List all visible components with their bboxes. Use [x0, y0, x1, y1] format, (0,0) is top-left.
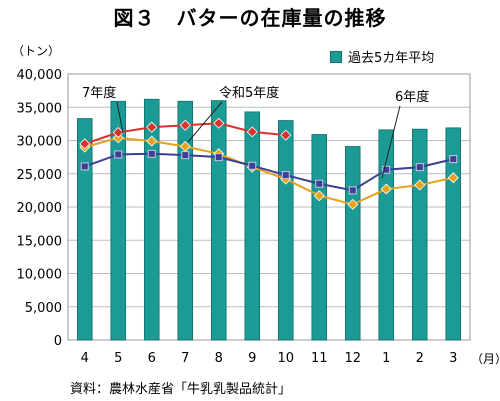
series-line [84, 136, 454, 206]
legend-swatch [330, 50, 342, 63]
x-tick-label: 9 [248, 351, 256, 366]
source-note: 資料：農林水産省「牛乳乳製品統計」 [70, 382, 292, 397]
bar [378, 129, 395, 341]
annotation-label: 6年度 [395, 89, 429, 105]
data-point [347, 198, 359, 210]
data-point [315, 179, 324, 188]
legend: 過去5カ年平均 [330, 47, 434, 66]
annotation-label: 令和5年度 [219, 85, 279, 101]
bar [76, 118, 93, 341]
annotation-leader [116, 101, 124, 134]
annotation-leader [187, 101, 223, 143]
data-point [147, 149, 156, 158]
bar [244, 111, 261, 341]
data-point [447, 172, 459, 184]
x-tick-label: 11 [311, 351, 328, 366]
data-point [414, 179, 426, 191]
x-tick-label: 2 [416, 351, 424, 366]
annotation-leader [381, 105, 401, 179]
data-point [179, 119, 191, 131]
data-point [248, 161, 257, 170]
x-tick-label: 6 [148, 351, 156, 366]
y-tick-label: 10,000 [17, 268, 63, 283]
data-point [179, 140, 191, 153]
y-tick-label: 15,000 [17, 234, 63, 249]
data-point [146, 121, 158, 133]
bar [311, 134, 328, 341]
x-axis-unit: （月） [471, 352, 500, 366]
y-tick-label: 40,000 [17, 68, 63, 83]
data-point [79, 138, 91, 150]
chart-title: 図３ バターの在庫量の推移 [113, 6, 387, 30]
x-tick-label: 10 [277, 351, 294, 366]
data-point [449, 155, 458, 164]
y-tick-label: 35,000 [17, 101, 63, 116]
data-point [380, 183, 392, 195]
x-tick-label: 1 [382, 351, 390, 366]
x-tick-label: 4 [81, 351, 89, 366]
bar [344, 146, 361, 341]
bar [143, 98, 160, 341]
data-point [280, 129, 292, 141]
y-tick-label: 25,000 [17, 168, 63, 183]
data-point [181, 151, 190, 160]
y-tick-label: 20,000 [17, 201, 63, 216]
data-point [80, 162, 89, 171]
y-axis-unit: （トン） [12, 44, 61, 58]
bar [411, 128, 428, 341]
x-tick-label: 8 [215, 351, 223, 366]
data-point [112, 127, 124, 139]
data-point [382, 165, 391, 174]
x-tick-label: 5 [114, 351, 122, 366]
data-point [313, 190, 325, 202]
data-point [146, 135, 158, 147]
plot-frame [67, 73, 471, 341]
legend-label: 過去5カ年平均 [348, 51, 435, 66]
bar [445, 127, 462, 341]
data-point [348, 186, 357, 195]
y-tick-label: 0 [54, 334, 62, 349]
annotation-label: 7年度 [82, 85, 116, 101]
data-point [415, 163, 424, 172]
data-point [246, 126, 258, 138]
bar [210, 100, 227, 341]
data-point [214, 153, 223, 162]
series-line [84, 152, 454, 192]
x-tick-label: 12 [344, 351, 361, 366]
bar [277, 120, 294, 341]
x-tick-label: 7 [181, 351, 189, 366]
data-point [281, 171, 290, 180]
bar [177, 100, 194, 341]
y-tick-label: 5,000 [25, 301, 62, 316]
y-tick-label: 30,000 [17, 135, 63, 150]
data-point [114, 150, 123, 159]
x-tick-label: 3 [449, 351, 457, 366]
data-point [213, 117, 225, 129]
bar [110, 100, 127, 341]
